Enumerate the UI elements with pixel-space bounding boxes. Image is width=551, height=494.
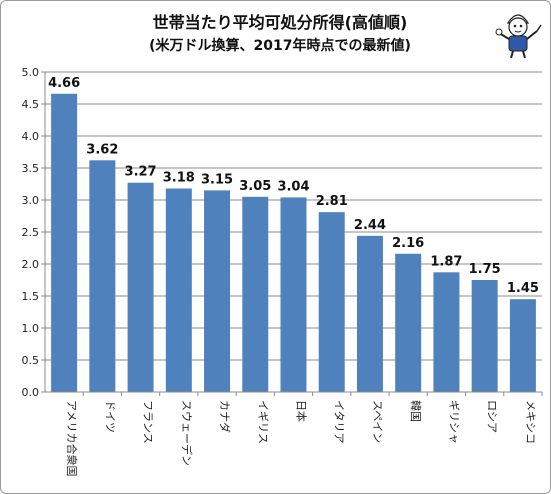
x-tick-label: 日本 xyxy=(295,400,309,422)
bar xyxy=(242,196,269,392)
x-tick-label: ギリシャ xyxy=(447,400,460,444)
y-tick-label: 0.5 xyxy=(22,354,40,367)
bar xyxy=(204,190,231,392)
data-label: 3.04 xyxy=(277,179,309,194)
data-label: 1.45 xyxy=(507,281,539,296)
x-tick-label: フランス xyxy=(142,400,155,444)
bar xyxy=(280,197,307,392)
x-tick-label: アメリカ合衆国 xyxy=(65,400,79,476)
data-label: 3.62 xyxy=(86,142,118,157)
x-tick-label: イタリア xyxy=(333,400,346,444)
bar xyxy=(318,212,345,392)
data-label: 3.15 xyxy=(201,172,233,187)
x-tick-label: ドイツ xyxy=(103,400,116,433)
data-label: 3.18 xyxy=(163,170,195,185)
bar xyxy=(51,93,78,392)
bar xyxy=(471,280,498,392)
x-tick-label: 韓国 xyxy=(409,400,422,422)
y-tick-label: 5.0 xyxy=(22,66,40,79)
x-tick-label: カナダ xyxy=(218,400,232,433)
x-tick-label: スペイン xyxy=(371,400,384,443)
y-tick-label: 4.0 xyxy=(22,130,40,143)
bar xyxy=(356,235,383,392)
x-tick-label: スウェーデン xyxy=(180,400,194,466)
bar xyxy=(509,299,536,392)
x-tick-label: メキシコ xyxy=(524,400,537,444)
y-tick-label: 0.0 xyxy=(22,386,40,399)
data-label: 2.44 xyxy=(354,218,386,233)
chart-subtitle: (米万ドル換算、2017年時点での最新値) xyxy=(149,38,411,54)
bar xyxy=(165,188,192,392)
data-label: 3.27 xyxy=(125,165,157,180)
y-tick-label: 3.0 xyxy=(22,194,40,207)
data-label: 3.05 xyxy=(239,179,271,194)
y-tick-label: 2.5 xyxy=(22,226,40,239)
data-label: 2.81 xyxy=(316,194,348,209)
bar xyxy=(127,182,154,392)
y-tick-label: 4.5 xyxy=(22,98,40,111)
cartoon-mascot-icon xyxy=(495,14,542,59)
bar xyxy=(433,272,460,392)
y-tick-label: 2.0 xyxy=(22,258,40,271)
bar xyxy=(395,253,422,392)
x-tick-label: ロシア xyxy=(486,400,499,433)
y-tick-label: 1.0 xyxy=(22,322,40,335)
data-label: 2.16 xyxy=(392,236,424,251)
y-tick-label: 1.5 xyxy=(22,290,40,303)
chart-title: 世帯当たり平均可処分所得(高値順) xyxy=(152,13,408,32)
y-tick-label: 3.5 xyxy=(22,162,40,175)
x-tick-label: イギリス xyxy=(256,400,269,444)
bar xyxy=(89,160,116,392)
data-label: 1.75 xyxy=(469,262,501,277)
data-label: 4.66 xyxy=(48,76,80,91)
data-label: 1.87 xyxy=(430,254,462,269)
